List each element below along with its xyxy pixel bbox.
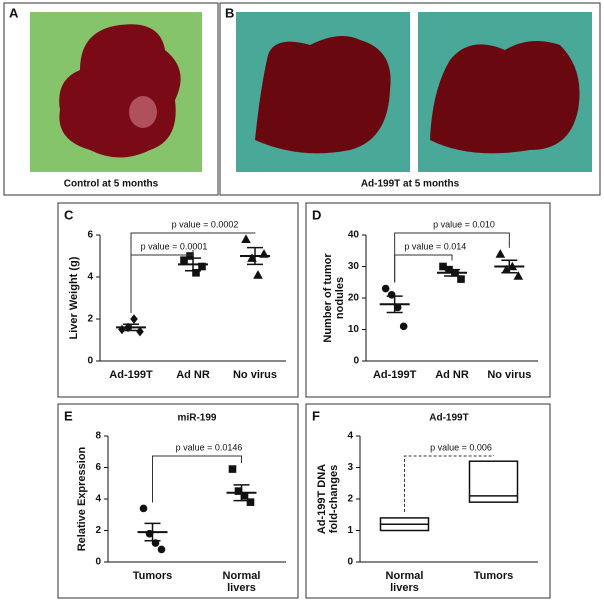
panel-label: D — [312, 207, 321, 222]
caption: Control at 5 months — [64, 179, 159, 190]
y-tick-label: 40 — [348, 230, 360, 241]
y-tick-label: 4 — [95, 494, 101, 505]
y-tick-label: 10 — [348, 324, 360, 335]
bracket — [130, 232, 256, 313]
liver — [430, 41, 580, 154]
chart-title: miR-199 — [178, 413, 217, 424]
panel-label: F — [312, 408, 320, 423]
point — [253, 270, 263, 279]
point — [198, 262, 206, 271]
chart-title: Ad-199T — [429, 413, 468, 424]
y-tick-label: 30 — [348, 261, 360, 272]
x-tick-label: Ad NR — [176, 369, 210, 381]
point — [240, 492, 249, 500]
x-tick-label: Ad-199T — [109, 369, 153, 381]
p-value: p value = 0.010 — [433, 219, 495, 229]
point — [157, 545, 166, 554]
point — [241, 234, 251, 243]
panel-label: E — [64, 408, 73, 423]
y-tick-label: 6 — [87, 230, 93, 241]
point — [139, 504, 148, 513]
point — [439, 262, 447, 271]
panel-frame — [219, 2, 601, 196]
panel-frame — [57, 202, 299, 398]
y-tick-label: 20 — [348, 293, 360, 304]
point — [495, 249, 506, 258]
x-tick-label: No virus — [487, 369, 531, 381]
y-tick-label: 0 — [347, 557, 353, 568]
error-bar — [144, 522, 161, 542]
error-bar — [386, 295, 403, 314]
point — [228, 465, 237, 473]
y-tick-label: 0 — [95, 557, 101, 568]
y-tick-label: 3 — [347, 462, 353, 473]
x-tick-label: Ad NR — [435, 369, 469, 381]
x-tick-label: Tumors — [133, 570, 173, 582]
box — [468, 460, 519, 503]
y-tick-label: 2 — [95, 525, 101, 536]
y-tick-label: 0 — [353, 356, 359, 367]
tumor — [129, 96, 157, 128]
y-tick-label: 2 — [347, 494, 353, 505]
y-tick-label: 2 — [87, 314, 93, 325]
bracket — [394, 232, 510, 283]
p-value: p value = 0.0002 — [172, 219, 239, 229]
y-tick-label: 6 — [95, 462, 101, 473]
error-bar — [185, 257, 201, 272]
point — [399, 322, 408, 331]
caption: Ad-199T at 5 months — [361, 179, 460, 190]
y-axis-label: fold-changes — [328, 465, 340, 533]
x-tick-label: Normal — [386, 570, 424, 582]
point — [192, 269, 200, 277]
panel-label: C — [64, 207, 74, 222]
p-value: p value = 0.0001 — [141, 241, 208, 251]
x-tick-label: livers — [390, 582, 419, 594]
point — [180, 256, 188, 264]
error-bar — [444, 268, 460, 277]
point — [457, 275, 465, 283]
y-tick-label: 4 — [347, 431, 353, 442]
point — [186, 252, 194, 260]
point — [234, 487, 243, 495]
point — [130, 314, 138, 324]
panel-frame — [305, 403, 551, 599]
point — [136, 326, 144, 337]
point — [381, 284, 390, 293]
error-bar — [247, 246, 263, 266]
p-value: p value = 0.0146 — [176, 442, 243, 452]
panel-frame — [305, 202, 551, 398]
y-axis-label: nodules — [334, 277, 346, 319]
p-value: p value = 0.014 — [404, 241, 466, 251]
panel-label: B — [225, 5, 234, 20]
error-bar — [501, 259, 518, 274]
x-tick-label: livers — [227, 582, 256, 594]
y-axis-label: Relative Expression — [76, 446, 88, 551]
x-tick-label: Tumors — [474, 570, 514, 582]
liver — [255, 36, 391, 154]
y-tick-label: 4 — [87, 272, 93, 283]
x-tick-label: Normal — [223, 570, 261, 582]
y-axis-label: Ad-199T DNA — [316, 464, 328, 534]
p-value: p value = 0.006 — [430, 442, 492, 452]
y-tick-label: 0 — [87, 356, 93, 367]
y-axis-label: Liver Weight (g) — [68, 256, 80, 339]
x-tick-label: No virus — [233, 369, 277, 381]
y-tick-label: 1 — [347, 525, 353, 536]
point — [393, 303, 402, 312]
point — [513, 271, 524, 280]
error-bar — [123, 323, 139, 332]
panel-label: A — [9, 5, 19, 20]
x-tick-label: Ad-199T — [373, 369, 417, 381]
bracket — [404, 455, 494, 512]
panel-frame — [3, 2, 219, 196]
point — [246, 498, 255, 506]
y-tick-label: 8 — [95, 431, 101, 442]
bracket — [152, 455, 242, 503]
y-axis-label: Number of tumor — [322, 253, 334, 343]
error-bar — [233, 484, 250, 502]
point — [118, 324, 126, 335]
panel-frame — [57, 403, 299, 599]
